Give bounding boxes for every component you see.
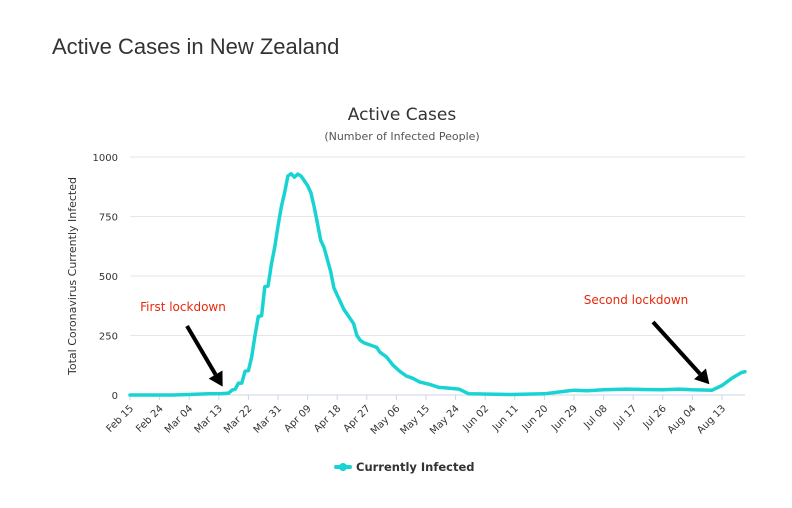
x-tick-label: Aug 13 (695, 403, 728, 436)
x-tick-label: Jun 29 (549, 403, 580, 434)
grid-lines (130, 156, 745, 396)
y-tick-label: 1000 (93, 153, 118, 164)
annotation-label: First lockdown (140, 300, 226, 314)
x-tick-label: Jun 11 (490, 403, 521, 434)
chart-subtitle: (Number of Infected People) (324, 130, 479, 143)
y-axis-ticks: 0 250 500 750 1000 (93, 153, 118, 402)
x-tick-label: Mar 31 (252, 403, 284, 435)
x-tick-label: May 24 (428, 403, 462, 437)
annotation-label: Second lockdown (584, 293, 689, 307)
x-tick-label: Apr 09 (282, 403, 313, 434)
x-tick-label: Aug 04 (666, 403, 699, 436)
y-axis-title: Total Coronavirus Currently Infected (66, 177, 79, 376)
x-tick-label: Mar 13 (193, 403, 225, 435)
chart-title: Active Cases (348, 105, 457, 125)
legend-series-marker (339, 463, 347, 471)
y-tick-label: 500 (99, 272, 118, 283)
series-layer (128, 171, 747, 397)
y-tick-label: 750 (99, 213, 118, 224)
x-tick-label: May 15 (398, 403, 432, 437)
x-tick-label: Jun 02 (461, 403, 492, 434)
x-tick-label: May 06 (369, 403, 403, 437)
x-tick-label: Mar 22 (222, 403, 254, 435)
series-line-currently-infected[interactable] (128, 171, 747, 397)
x-tick-label: Mar 04 (163, 403, 195, 435)
annotation-arrow-head (208, 370, 223, 387)
y-tick-label: 250 (99, 332, 118, 343)
legend[interactable]: Currently Infected (334, 460, 475, 474)
x-tick-label: Jul 08 (581, 403, 609, 431)
x-tick-label: Jun 20 (520, 403, 551, 434)
page-title: Active Cases in New Zealand (52, 34, 340, 59)
annotation-arrow (651, 320, 702, 376)
legend-label: Currently Infected (356, 460, 475, 474)
x-tick-label: Feb 15 (105, 403, 137, 435)
x-tick-label: Jul 17 (611, 403, 639, 431)
annotation-arrow-head (694, 368, 710, 385)
y-tick-label: 0 (112, 391, 118, 402)
annotation-arrow (185, 324, 218, 376)
x-tick-label: Jul 26 (641, 403, 669, 431)
annotations: First lockdown Second lockdown (140, 293, 710, 387)
x-tick-label: Feb 24 (134, 403, 166, 435)
x-tick-label: Apr 18 (312, 403, 343, 434)
